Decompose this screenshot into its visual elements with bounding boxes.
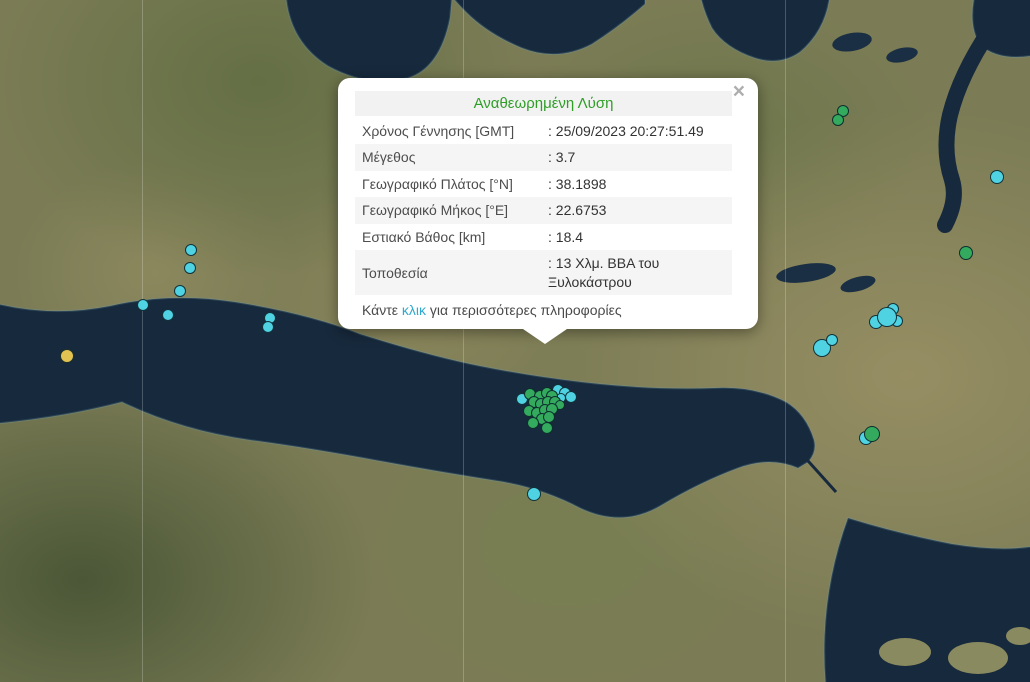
saronic-islands xyxy=(879,627,1030,674)
row-label: Εστιακό Βάθος [km] xyxy=(362,228,486,245)
row-label: Τοποθεσία xyxy=(362,264,428,281)
earthquake-marker[interactable] xyxy=(877,307,897,327)
earthquake-marker[interactable] xyxy=(565,391,577,403)
earthquake-marker[interactable] xyxy=(185,244,197,256)
row-label: Γεωγραφικό Μήκος [°E] xyxy=(362,202,509,219)
magnitude-value: 3.7 xyxy=(555,149,576,166)
table-row: Τοποθεσία : 13 Χλμ. ΒΒΑ του Ξυλοκάστρου xyxy=(355,250,732,296)
popup-footer: Κάντε κλικ για περισσότερες πληροφορίες xyxy=(355,302,732,318)
footer-text-suffix: για περισσότερες πληροφορίες xyxy=(426,302,622,319)
colon: : xyxy=(548,123,552,139)
saronic-gulf-water xyxy=(823,516,1030,682)
itea-bay-water xyxy=(285,0,453,83)
origin-time-value: 25/09/2023 20:27:51.49 xyxy=(555,123,704,139)
footer-text-prefix: Κάντε xyxy=(362,302,402,319)
colon: : xyxy=(548,228,552,245)
earthquake-marker[interactable] xyxy=(527,417,539,429)
more-info-link[interactable]: κλικ xyxy=(401,302,427,319)
popup-tail xyxy=(523,329,567,345)
corinth-canal xyxy=(798,450,838,494)
colon: : xyxy=(548,255,552,272)
colon: : xyxy=(548,202,552,219)
earthquake-marker[interactable] xyxy=(137,299,149,311)
table-row: Μέγεθος : 3.7 xyxy=(355,144,732,171)
earthquake-marker[interactable] xyxy=(541,422,553,434)
depth-value: 18.4 xyxy=(555,228,584,245)
table-row: Γεωγραφικό Μήκος [°E] : 22.6753 xyxy=(355,197,732,224)
popup-title: Αναθεωρημένη Λύση xyxy=(355,91,732,116)
earthquake-popup: × Αναθεωρημένη Λύση Χρόνος Γέννησης [GMT… xyxy=(338,78,758,345)
earthquake-marker[interactable] xyxy=(527,487,541,501)
gulf-of-corinth-water xyxy=(0,296,816,519)
row-label: Γεωγραφικό Πλάτος [°N] xyxy=(362,175,513,192)
table-row: Εστιακό Βάθος [km] : 18.4 xyxy=(355,224,732,250)
earthquake-marker[interactable] xyxy=(826,334,838,346)
colon: : xyxy=(548,149,552,166)
earthquake-marker[interactable] xyxy=(162,309,174,321)
latitude-value: 38.1898 xyxy=(555,175,607,192)
location-value: 13 Χλμ. ΒΒΑ του Ξυλοκάστρου xyxy=(548,255,660,290)
row-label: Μέγεθος xyxy=(362,149,416,166)
longitude-value: 22.6753 xyxy=(555,202,607,219)
earthquake-marker[interactable] xyxy=(990,170,1004,184)
graticule-line xyxy=(142,0,143,682)
earthquake-marker[interactable] xyxy=(184,262,196,274)
row-label: Χρόνος Γέννησης [GMT] xyxy=(362,123,515,139)
earthquake-marker[interactable] xyxy=(959,246,973,260)
graticule-line xyxy=(785,0,786,682)
north-gulf-west-water xyxy=(453,0,646,56)
graticule-line xyxy=(463,0,464,682)
earthquake-marker[interactable] xyxy=(832,114,844,126)
north-gulf-east-water xyxy=(700,0,831,62)
earthquake-marker[interactable] xyxy=(174,285,186,297)
euboean-strait-water xyxy=(937,22,998,233)
earthquake-marker[interactable] xyxy=(60,349,74,363)
colon: : xyxy=(548,175,552,192)
table-row: Γεωγραφικό Πλάτος [°N] : 38.1898 xyxy=(355,171,732,197)
earthquake-marker[interactable] xyxy=(864,426,880,442)
earthquake-marker[interactable] xyxy=(262,321,274,333)
popup-content: Αναθεωρημένη Λύση Χρόνος Γέννησης [GMT] … xyxy=(355,91,732,318)
table-row: Χρόνος Γέννησης [GMT] : 25/09/2023 20:27… xyxy=(355,118,732,144)
popup-close-button[interactable]: × xyxy=(732,80,745,103)
lakes xyxy=(776,32,918,293)
popup-details-table: Χρόνος Γέννησης [GMT] : 25/09/2023 20:27… xyxy=(355,118,732,296)
